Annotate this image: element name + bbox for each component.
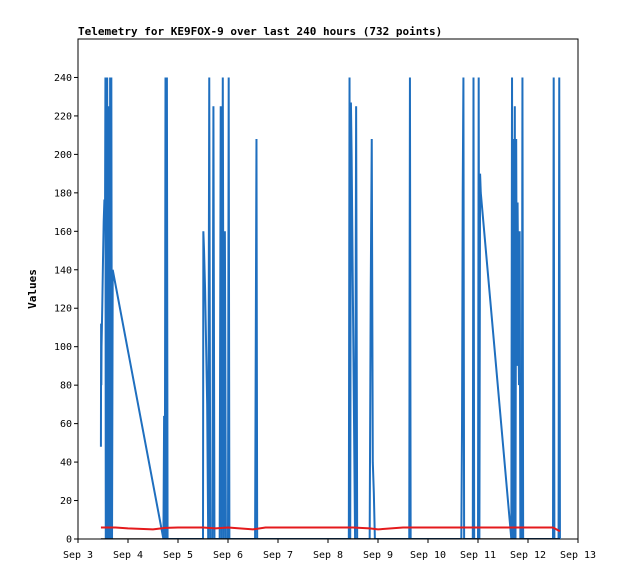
x-tick-label: Sep 3 (63, 550, 93, 561)
x-tick-label: Sep 5 (163, 550, 193, 561)
y-axis-label: Values (26, 269, 39, 309)
series-line-red (100, 526, 561, 533)
y-tick-label: 60 (60, 419, 72, 430)
y-tick-label: 20 (60, 496, 72, 507)
y-tick-label: 0 (66, 535, 72, 546)
y-tick-label: 160 (54, 227, 72, 238)
y-tick-label: 80 (60, 381, 72, 392)
series-line-blue (99, 77, 561, 539)
y-tick-label: 120 (54, 304, 72, 315)
x-tick-label: Sep 13 (560, 550, 596, 561)
y-tick-label: 240 (54, 73, 72, 84)
x-tick-label: Sep 4 (113, 550, 143, 561)
x-tick-label: Sep 11 (460, 550, 496, 561)
chart-title: Telemetry for KE9FOX-9 over last 240 hou… (78, 25, 442, 38)
x-axis: Sep 3 Sep 4 Sep 5 Sep 6 Sep 7 Sep 8 Sep 9 Sep 1… (63, 539, 596, 561)
y-tick-label: 100 (54, 342, 72, 353)
plot-area-frame (77, 38, 579, 540)
y-tick-label: 200 (54, 150, 72, 161)
series-layer (99, 77, 561, 539)
x-tick-label: Sep 12 (510, 550, 546, 561)
x-tick-label: Sep 7 (263, 550, 293, 561)
x-tick-label: Sep 10 (410, 550, 446, 561)
y-tick-label: 140 (54, 265, 72, 276)
x-tick-label: Sep 9 (363, 550, 393, 561)
y-axis: 0 20 40 60 80 100 120 140 160 180 200 220 240 (54, 73, 78, 546)
y-tick-label: 40 (60, 458, 72, 469)
x-tick-label: Sep 6 (213, 550, 243, 561)
x-tick-label: Sep 8 (313, 550, 343, 561)
y-tick-label: 220 (54, 111, 72, 122)
y-tick-label: 180 (54, 188, 72, 199)
